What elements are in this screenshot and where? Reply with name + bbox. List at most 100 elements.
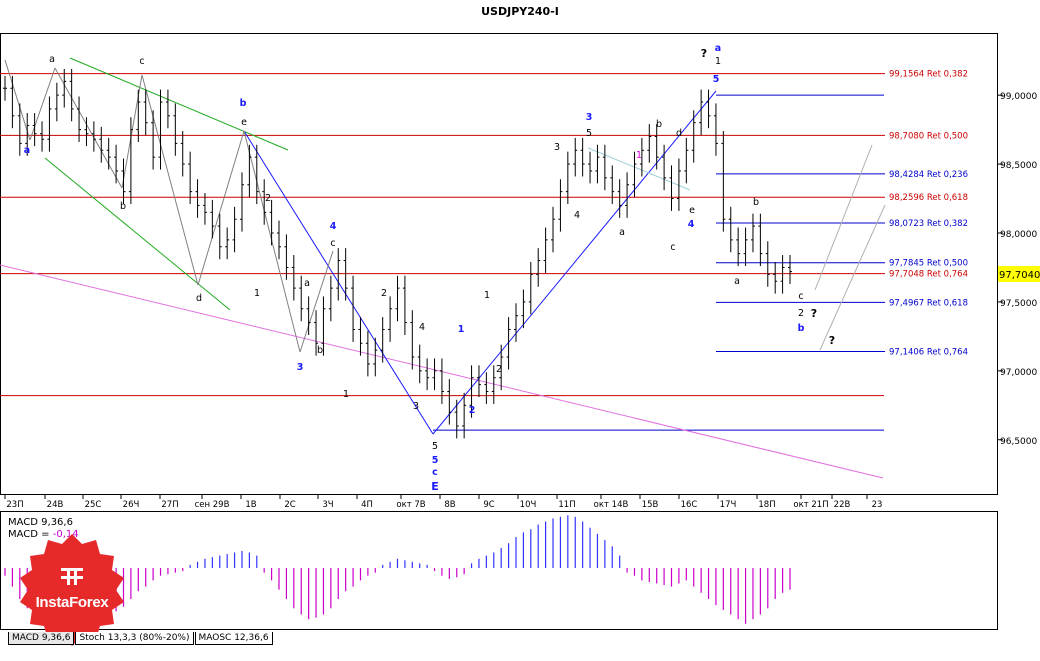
level-label-5: 98,4284 Ret 0,236	[889, 170, 968, 180]
x-tick-label-4: 27П	[161, 500, 178, 510]
x-tick-label-6: 1В	[245, 500, 256, 510]
wave-label-13: 3	[297, 362, 304, 373]
wave-label-34: e	[689, 205, 695, 216]
wave-label-1: c	[139, 56, 144, 67]
level-label-8: 97,4967 Ret 0,618	[889, 298, 968, 308]
wave-label-2: a	[24, 145, 30, 156]
wave-label-5: e	[241, 117, 247, 128]
candles	[3, 68, 792, 439]
wave-label-41: b	[753, 197, 759, 208]
y-tick-label-0: 99,0000	[1000, 92, 1037, 102]
logo-mark-icon	[61, 568, 83, 585]
wave-label-19: 5	[432, 455, 439, 466]
wave-label-42: a	[734, 276, 740, 287]
x-tick-label-13: 10Ч	[520, 500, 537, 510]
level-label-0: 99,1564 Ret 0,382	[889, 70, 968, 80]
level-label-3: 97,7048 Ret 0,764	[889, 270, 968, 280]
macd-value: -0,14	[53, 529, 79, 540]
x-tick-label-10: окт 7В	[396, 500, 425, 510]
trend-line-11	[121, 74, 143, 189]
wave-label-23: 2	[469, 405, 476, 416]
wave-label-47: ?	[829, 334, 835, 347]
wave-label-12: b	[317, 345, 323, 356]
macd-value-label: MACD =	[8, 529, 53, 540]
x-tick-label-2: 25С	[85, 500, 102, 510]
price-badge-bg	[998, 266, 1040, 282]
trend-line-6	[814, 144, 873, 291]
wave-label-14: 2	[381, 288, 387, 299]
x-tick-label-14: 11П	[558, 500, 575, 510]
x-tick-label-1: 24В	[47, 500, 64, 510]
macd-title: MACD 9,36,6	[8, 517, 73, 528]
wave-label-31: 1	[636, 150, 642, 161]
wave-label-44: 2	[798, 308, 804, 319]
wave-label-33: d	[676, 128, 682, 139]
wave-label-21: E	[431, 480, 439, 493]
x-tick-label-8: 3Ч	[322, 500, 333, 510]
wave-label-10: c	[330, 238, 335, 249]
macd-value-line: MACD = -0,14	[8, 529, 79, 540]
trend-line-10	[54, 67, 123, 189]
level-label-1: 98,7080 Ret 0,500	[889, 131, 968, 141]
trend-line-1	[44, 157, 231, 311]
x-tick-label-0: 23П	[6, 500, 23, 510]
wave-label-27: 3	[554, 142, 560, 153]
wave-label-40: 5	[713, 74, 720, 85]
wave-label-28: 5	[586, 128, 592, 139]
level-label-9: 97,1406 Ret 0,764	[889, 347, 968, 357]
x-tick-label-12: 9С	[483, 500, 494, 510]
x-tick-label-9: 4П	[361, 500, 373, 510]
y-tick-label-5: 96,5000	[1000, 437, 1037, 447]
x-tick-label-15: окт 14В	[594, 500, 629, 510]
main-plot-frame	[0, 33, 998, 495]
wave-label-0: a	[49, 54, 55, 65]
fib-levels: 99,1564 Ret 0,382 98,7080 Ret 0,500 98,259…	[0, 70, 968, 431]
wave-label-17: 3	[413, 401, 419, 412]
x-tick-label-19: 18П	[758, 500, 775, 510]
y-tick-label-1: 98,5000	[1000, 161, 1037, 171]
x-axis: 23П 24В 25С 26Ч 27П сен 29В 1В 2С 3Ч 4П окт 7В 8В 9С…	[4, 494, 883, 510]
trend-lines	[0, 57, 886, 479]
wave-label-35: c	[670, 242, 675, 253]
x-tick-label-22: 23	[872, 500, 883, 510]
wave-label-26: 3	[586, 112, 593, 123]
trend-line-0	[69, 57, 289, 151]
trend-line-7	[819, 204, 886, 351]
wave-label-4: b	[240, 98, 247, 109]
x-tick-label-17: 16С	[681, 500, 698, 510]
wave-label-38: a	[715, 43, 721, 54]
wave-label-3: b	[120, 201, 126, 212]
tab-maosc[interactable]: MAOSC 12,36,6	[194, 632, 273, 645]
level-label-6: 98,0723 Ret 0,382	[889, 219, 968, 229]
wave-label-45: ?	[811, 307, 817, 320]
wave-label-37: ?	[701, 47, 707, 60]
trend-line-4	[432, 90, 717, 435]
x-tick-label-11: 8В	[444, 500, 455, 510]
indicator-tabs: MACD 9,36,6 Stoch 13,3,3 (80%-20%) MAOSC…	[8, 632, 274, 645]
level-label-7: 97,7845 Ret 0,500	[889, 259, 968, 269]
trend-line-15	[299, 250, 334, 353]
logo-text: InstaForex	[35, 594, 109, 611]
level-label-2: 98,2596 Ret 0,618	[889, 193, 968, 203]
x-tick-label-18: 17Ч	[720, 500, 737, 510]
wave-label-30: a	[619, 227, 625, 238]
wave-label-11: a	[304, 278, 310, 289]
wave-label-16: 1	[343, 389, 349, 400]
wave-label-25: 1	[484, 290, 490, 301]
wave-label-24: 2	[496, 364, 502, 375]
tab-macd[interactable]: MACD 9,36,6	[8, 632, 75, 645]
wave-label-8: 1	[254, 288, 260, 299]
wave-label-6: d	[196, 293, 202, 304]
trend-line-13	[197, 130, 245, 286]
wave-label-15: 4	[419, 322, 425, 333]
instaforex-logo: InstaForex	[12, 532, 132, 650]
y-tick-label-3: 97,5000	[1000, 299, 1037, 309]
x-tick-label-21: 22В	[834, 500, 851, 510]
indicator-plot-frame	[0, 511, 998, 630]
tab-stoch[interactable]: Stoch 13,3,3 (80%-20%)	[75, 632, 194, 645]
price-badge: 97,7040	[999, 270, 1040, 281]
wave-label-18: 5	[432, 441, 438, 452]
x-tick-label-16: 15В	[642, 500, 659, 510]
